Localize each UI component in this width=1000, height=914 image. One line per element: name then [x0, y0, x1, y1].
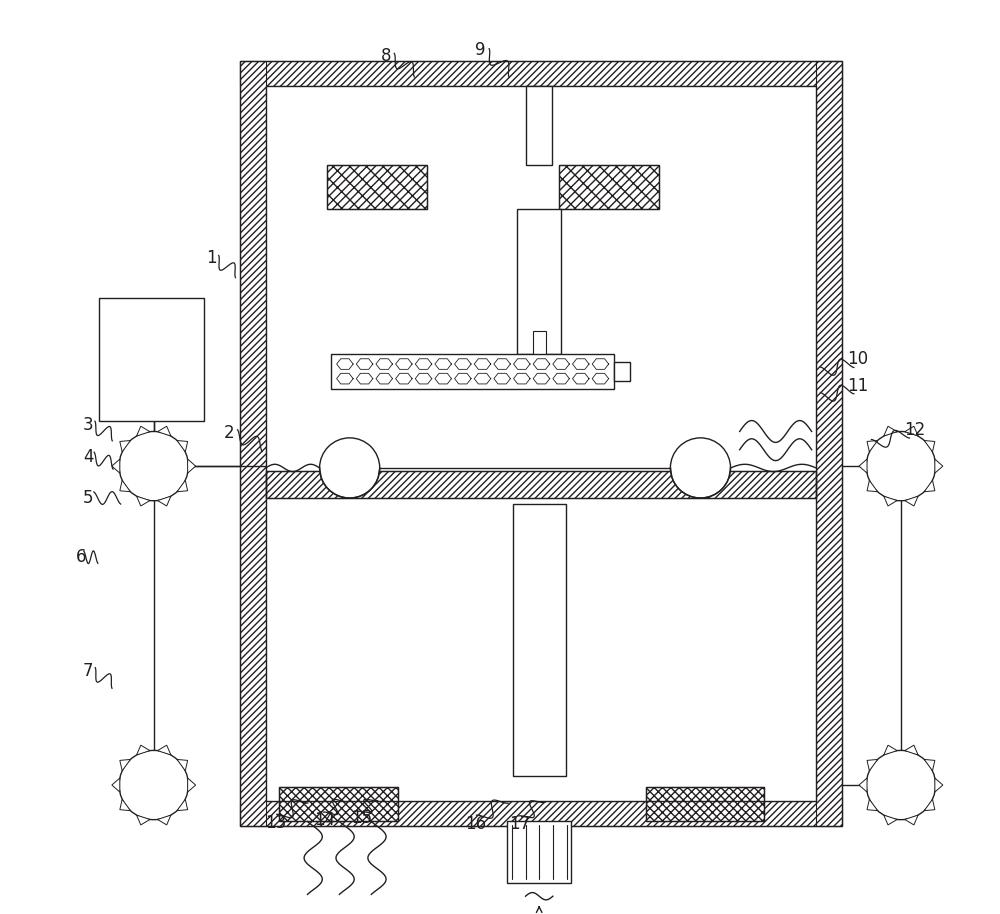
Polygon shape — [177, 481, 188, 492]
Polygon shape — [884, 745, 897, 755]
Text: 3: 3 — [83, 416, 93, 434]
Bar — [533, 331, 546, 358]
Polygon shape — [884, 815, 897, 825]
Bar — [99, 298, 204, 420]
Text: 9: 9 — [475, 41, 485, 58]
Polygon shape — [158, 426, 171, 436]
Text: 5: 5 — [83, 489, 93, 507]
Bar — [614, 362, 630, 381]
Bar — [279, 787, 398, 822]
Polygon shape — [120, 441, 130, 452]
Text: 17: 17 — [509, 815, 531, 834]
Circle shape — [866, 750, 936, 820]
Polygon shape — [177, 760, 188, 771]
Polygon shape — [924, 760, 935, 771]
Bar — [526, 86, 552, 165]
Polygon shape — [859, 778, 867, 792]
Text: 14: 14 — [314, 811, 336, 829]
Polygon shape — [120, 760, 130, 771]
Polygon shape — [935, 459, 943, 473]
Bar — [240, 60, 842, 826]
Polygon shape — [137, 745, 150, 755]
Bar — [559, 165, 659, 209]
Polygon shape — [120, 481, 130, 492]
Polygon shape — [924, 441, 935, 452]
Text: 10: 10 — [848, 350, 869, 368]
Text: 1: 1 — [206, 250, 216, 268]
Bar — [266, 471, 816, 498]
Polygon shape — [859, 459, 867, 473]
Circle shape — [320, 438, 380, 498]
Text: 4: 4 — [83, 448, 93, 466]
Bar — [646, 787, 764, 822]
Polygon shape — [188, 778, 196, 792]
Circle shape — [670, 438, 731, 498]
Circle shape — [866, 431, 936, 501]
Polygon shape — [867, 481, 878, 492]
Circle shape — [119, 431, 188, 501]
Polygon shape — [905, 745, 918, 755]
Polygon shape — [137, 426, 150, 436]
Polygon shape — [884, 426, 897, 436]
Polygon shape — [158, 745, 171, 755]
Bar — [240, 60, 266, 826]
Polygon shape — [905, 426, 918, 436]
Polygon shape — [158, 815, 171, 825]
Bar — [266, 498, 816, 801]
Polygon shape — [112, 459, 120, 473]
Polygon shape — [924, 799, 935, 811]
Bar — [266, 86, 816, 471]
Polygon shape — [112, 778, 120, 792]
Text: 12: 12 — [904, 420, 925, 439]
Polygon shape — [177, 799, 188, 811]
Polygon shape — [120, 799, 130, 811]
Bar — [266, 471, 816, 498]
Circle shape — [119, 750, 188, 820]
Bar — [559, 165, 659, 209]
Bar — [279, 787, 398, 822]
Polygon shape — [177, 441, 188, 452]
Polygon shape — [905, 496, 918, 506]
Bar — [266, 86, 816, 801]
Polygon shape — [188, 459, 196, 473]
Bar — [816, 60, 842, 826]
Bar — [327, 165, 427, 209]
Bar — [240, 801, 842, 826]
Text: 2: 2 — [224, 424, 235, 442]
Bar — [517, 209, 561, 354]
Text: 8: 8 — [381, 47, 391, 65]
Text: 11: 11 — [847, 377, 869, 395]
Polygon shape — [924, 481, 935, 492]
Polygon shape — [158, 496, 171, 506]
Bar — [331, 354, 614, 388]
Text: 15: 15 — [351, 809, 372, 827]
Bar — [327, 165, 427, 209]
Polygon shape — [867, 760, 878, 771]
Polygon shape — [137, 496, 150, 506]
Bar — [507, 822, 571, 883]
Polygon shape — [905, 815, 918, 825]
Text: 13: 13 — [265, 814, 286, 833]
Polygon shape — [884, 496, 897, 506]
Polygon shape — [137, 815, 150, 825]
Polygon shape — [867, 441, 878, 452]
Text: 6: 6 — [76, 548, 86, 567]
Polygon shape — [867, 799, 878, 811]
Polygon shape — [935, 778, 943, 792]
Text: 16: 16 — [465, 815, 486, 834]
Bar — [266, 86, 816, 801]
Bar — [240, 60, 842, 86]
Text: 7: 7 — [83, 662, 93, 680]
Bar — [513, 505, 566, 776]
Bar — [646, 787, 764, 822]
